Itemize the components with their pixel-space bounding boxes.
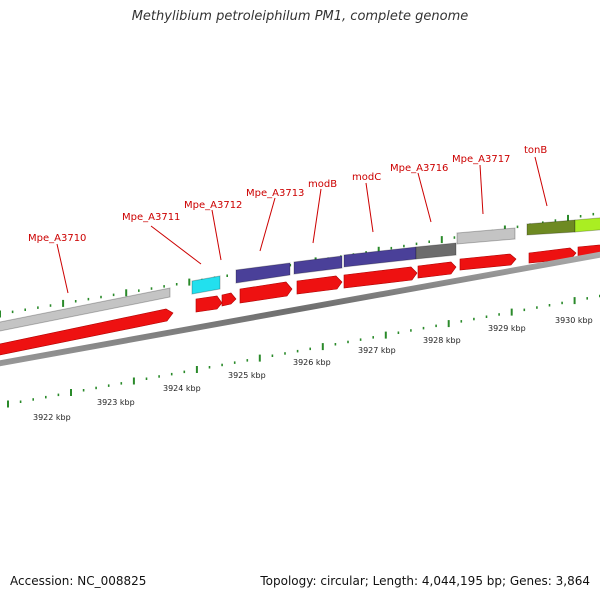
scale-label: 3924 kbp: [163, 384, 201, 393]
cog-block: [0, 287, 171, 332]
leader-line: [259, 197, 276, 252]
accession-text: Accession: NC_008825: [10, 574, 147, 588]
scale-label: 3925 kbp: [228, 371, 266, 380]
scale-labels: 3922 kbp 3923 kbp 3924 kbp 3925 kbp 3926…: [33, 316, 593, 422]
scale-label: 3927 kbp: [358, 346, 396, 355]
gene-label: modC: [352, 172, 381, 183]
leader-line: [534, 156, 548, 207]
gene-label: Mpe_A3710: [28, 233, 86, 244]
leader-line: [417, 172, 432, 223]
gene-arrow: [221, 292, 237, 307]
gene-label: tonB: [524, 145, 547, 156]
scale-label: 3922 kbp: [33, 413, 71, 422]
gene-arrow: [239, 281, 293, 304]
leader-line: [312, 188, 322, 244]
cog-block: [191, 275, 221, 295]
cog-block: [293, 255, 343, 275]
cog-block: [526, 219, 576, 236]
leader-line: [211, 209, 222, 261]
leader-line: [479, 164, 484, 215]
cds-track: [0, 244, 600, 356]
label-leaders: [56, 156, 548, 294]
cog-block: [456, 227, 516, 245]
gene-labels: Mpe_A3710 Mpe_A3711 Mpe_A3712 Mpe_A3713 …: [28, 145, 547, 244]
scale-label: 3930 kbp: [555, 316, 593, 325]
scale-label: 3928 kbp: [423, 336, 461, 345]
leader-line: [150, 225, 202, 265]
scale-label: 3923 kbp: [97, 398, 135, 407]
cog-block: [415, 242, 457, 260]
gene-label: modB: [308, 179, 337, 190]
genome-backbone: [0, 251, 600, 367]
cog-block: [343, 246, 417, 268]
gene-label: Mpe_A3717: [452, 154, 510, 165]
cog-block-track: [0, 217, 600, 332]
genome-summary-text: Topology: circular; Length: 4,044,195 bp…: [260, 574, 590, 588]
leader-line: [56, 243, 69, 294]
gene-label: Mpe_A3712: [184, 200, 242, 211]
gene-label: Mpe_A3713: [246, 188, 304, 199]
leader-line: [365, 182, 374, 233]
scale-label: 3929 kbp: [488, 324, 526, 333]
gene-label: Mpe_A3711: [122, 212, 180, 223]
gene-arrow: [296, 275, 343, 295]
inner-tick-ring: [7, 294, 600, 408]
cog-block: [574, 217, 600, 233]
gene-arrow: [0, 308, 174, 356]
cog-block: [235, 262, 291, 284]
gene-arrow: [195, 295, 223, 313]
gene-label: Mpe_A3716: [390, 163, 448, 174]
genome-title: Methylibium petroleiphilum PM1, complete…: [131, 9, 469, 24]
gene-arrow: [459, 253, 517, 271]
gene-arrow: [343, 266, 418, 289]
scale-label: 3926 kbp: [293, 358, 331, 367]
gene-arrow: [417, 261, 457, 279]
